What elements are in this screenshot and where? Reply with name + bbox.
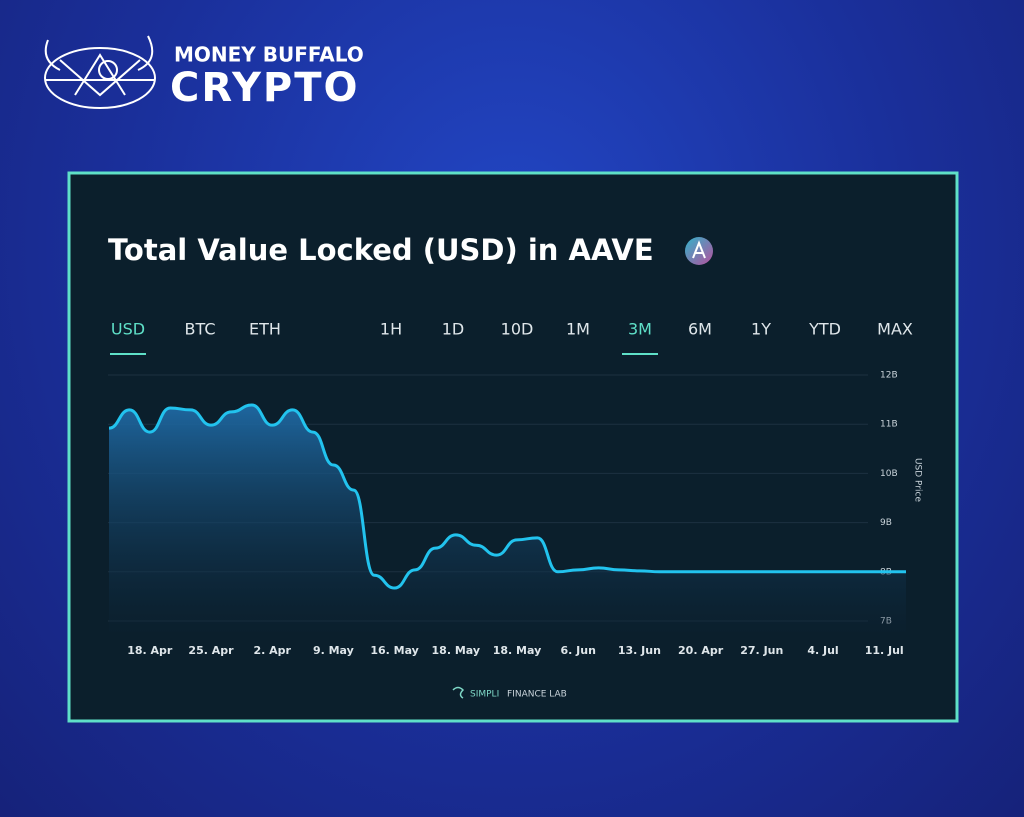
- tab[interactable]: 3M: [628, 320, 652, 339]
- tab[interactable]: YTD: [808, 320, 841, 339]
- x-tick-label: 2. Apr: [253, 644, 291, 657]
- tab[interactable]: 1Y: [751, 320, 771, 339]
- x-tick-label: 16. May: [370, 644, 419, 657]
- tab[interactable]: 1D: [442, 320, 465, 339]
- tab[interactable]: 1H: [380, 320, 402, 339]
- tab[interactable]: USD: [111, 320, 145, 339]
- x-tick-label: 13. Jun: [618, 644, 661, 657]
- footer: SIMPLI FINANCE LAB: [452, 686, 567, 700]
- tab[interactable]: MAX: [877, 320, 913, 339]
- x-tick-label: 25. Apr: [188, 644, 234, 657]
- x-tick-label: 18. May: [432, 644, 481, 657]
- x-tick-label: 4. Jul: [807, 644, 838, 657]
- brand-sub: CRYPTO: [170, 65, 360, 111]
- y-tick-label: 9B: [880, 518, 892, 528]
- footer-text: FINANCE LAB: [507, 690, 567, 700]
- x-tick-label: 18. May: [493, 644, 542, 657]
- footer-brand: SIMPLI: [470, 690, 499, 700]
- tab[interactable]: BTC: [185, 320, 216, 339]
- x-tick-label: 9. May: [313, 644, 354, 657]
- tab[interactable]: 6M: [688, 320, 712, 339]
- brand-name: MONEY BUFFALO: [174, 43, 364, 67]
- y-tick-label: 12B: [880, 371, 898, 381]
- x-tick-label: 6. Jun: [560, 644, 595, 657]
- tab[interactable]: 1M: [566, 320, 590, 339]
- line: [108, 403, 906, 590]
- area-fill: [109, 405, 906, 632]
- x-tick-label: 11. Jul: [865, 644, 904, 657]
- footer-icon: [452, 686, 465, 699]
- logo: [44, 35, 156, 109]
- x-tick-label: 27. Jun: [740, 644, 783, 657]
- x-tick-label: 20. Apr: [678, 644, 724, 657]
- tab[interactable]: 10D: [501, 320, 534, 339]
- y-axis-title: USD Price: [913, 458, 923, 503]
- y-tick-label: 11B: [880, 420, 898, 430]
- chart-title: Total Value Locked (USD) in AAVE: [108, 233, 654, 267]
- x-tick-label: 18. Apr: [127, 644, 173, 657]
- y-tick-label: 10B: [880, 469, 898, 479]
- tab[interactable]: ETH: [249, 320, 281, 339]
- aave-icon: [685, 237, 713, 265]
- aave-icon-glyph: [692, 240, 706, 259]
